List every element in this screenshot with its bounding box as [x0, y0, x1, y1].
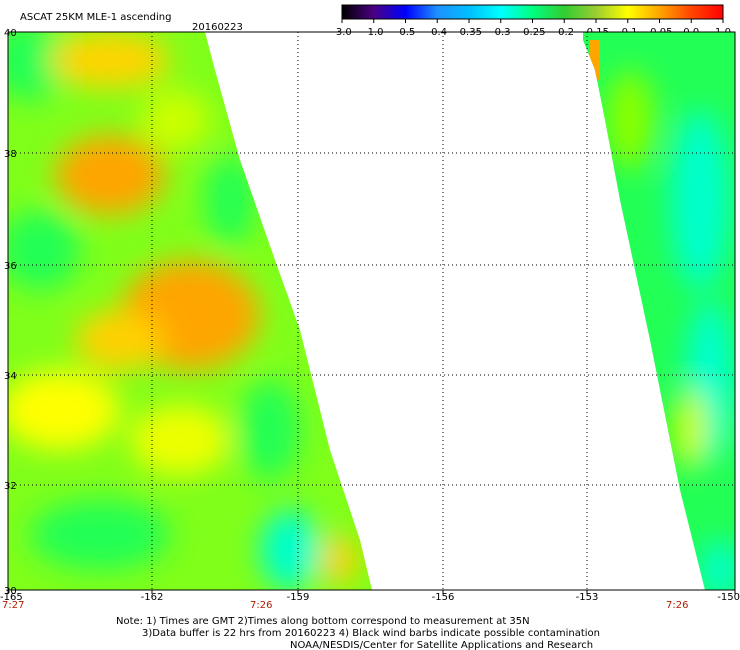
swath-patch: [30, 500, 170, 570]
swath-patch: [670, 110, 730, 290]
swath-patch: [130, 405, 230, 475]
swath-patch: [8, 32, 70, 100]
left-swath: [8, 32, 372, 590]
swath-patch: [240, 380, 300, 480]
swath-patch: [50, 32, 170, 88]
time-label: 7:26: [666, 600, 688, 611]
swath-patch: [672, 390, 708, 470]
longitude-labels: -165 -162 -159 -156 -153 -150: [0, 592, 740, 603]
longitude-label: -165: [0, 592, 23, 603]
graticule: [7, 32, 736, 594]
swath-patch: [605, 70, 655, 170]
latitude-labels: 40 38 36 34 32 30: [4, 28, 17, 597]
longitude-label: -162: [141, 592, 164, 603]
swath-patch: [700, 540, 735, 590]
swath-patch: [8, 210, 80, 290]
swath-patch: [140, 90, 210, 150]
map-frame: [7, 31, 736, 591]
latitude-label: 40: [4, 28, 17, 39]
latitude-label: 32: [4, 481, 17, 492]
longitude-label: -153: [576, 592, 599, 603]
swath-patch: [75, 310, 165, 370]
footnote-line-2: 3)Data buffer is 22 hrs from 20160223 4)…: [142, 628, 600, 639]
latitude-label: 36: [4, 261, 17, 272]
swath-patch: [205, 155, 255, 245]
swath-patch: [8, 370, 120, 450]
product-date: 20160223: [192, 22, 243, 33]
swath-patch: [55, 135, 165, 215]
longitude-label: -159: [287, 592, 310, 603]
time-label: 7:27: [2, 600, 24, 611]
longitude-label: -156: [432, 592, 455, 603]
longitude-label: -150: [717, 592, 740, 603]
time-label: 7:26: [250, 600, 272, 611]
product-title: ASCAT 25KM MLE-1 ascending: [20, 12, 171, 23]
swath-patch: [590, 40, 600, 80]
latitude-label: 30: [4, 586, 17, 597]
latitude-label: 34: [4, 371, 17, 382]
latitude-label: 38: [4, 149, 17, 160]
footnote-credit: NOAA/NESDIS/Center for Satellite Applica…: [290, 640, 593, 650]
swath-patch: [260, 510, 320, 590]
colorbar-scale: [341, 4, 724, 20]
swath-patch: [322, 535, 358, 585]
right-swath: [583, 32, 735, 590]
footnote-line-1: Note: 1) Times are GMT 2)Times along bot…: [116, 616, 530, 627]
